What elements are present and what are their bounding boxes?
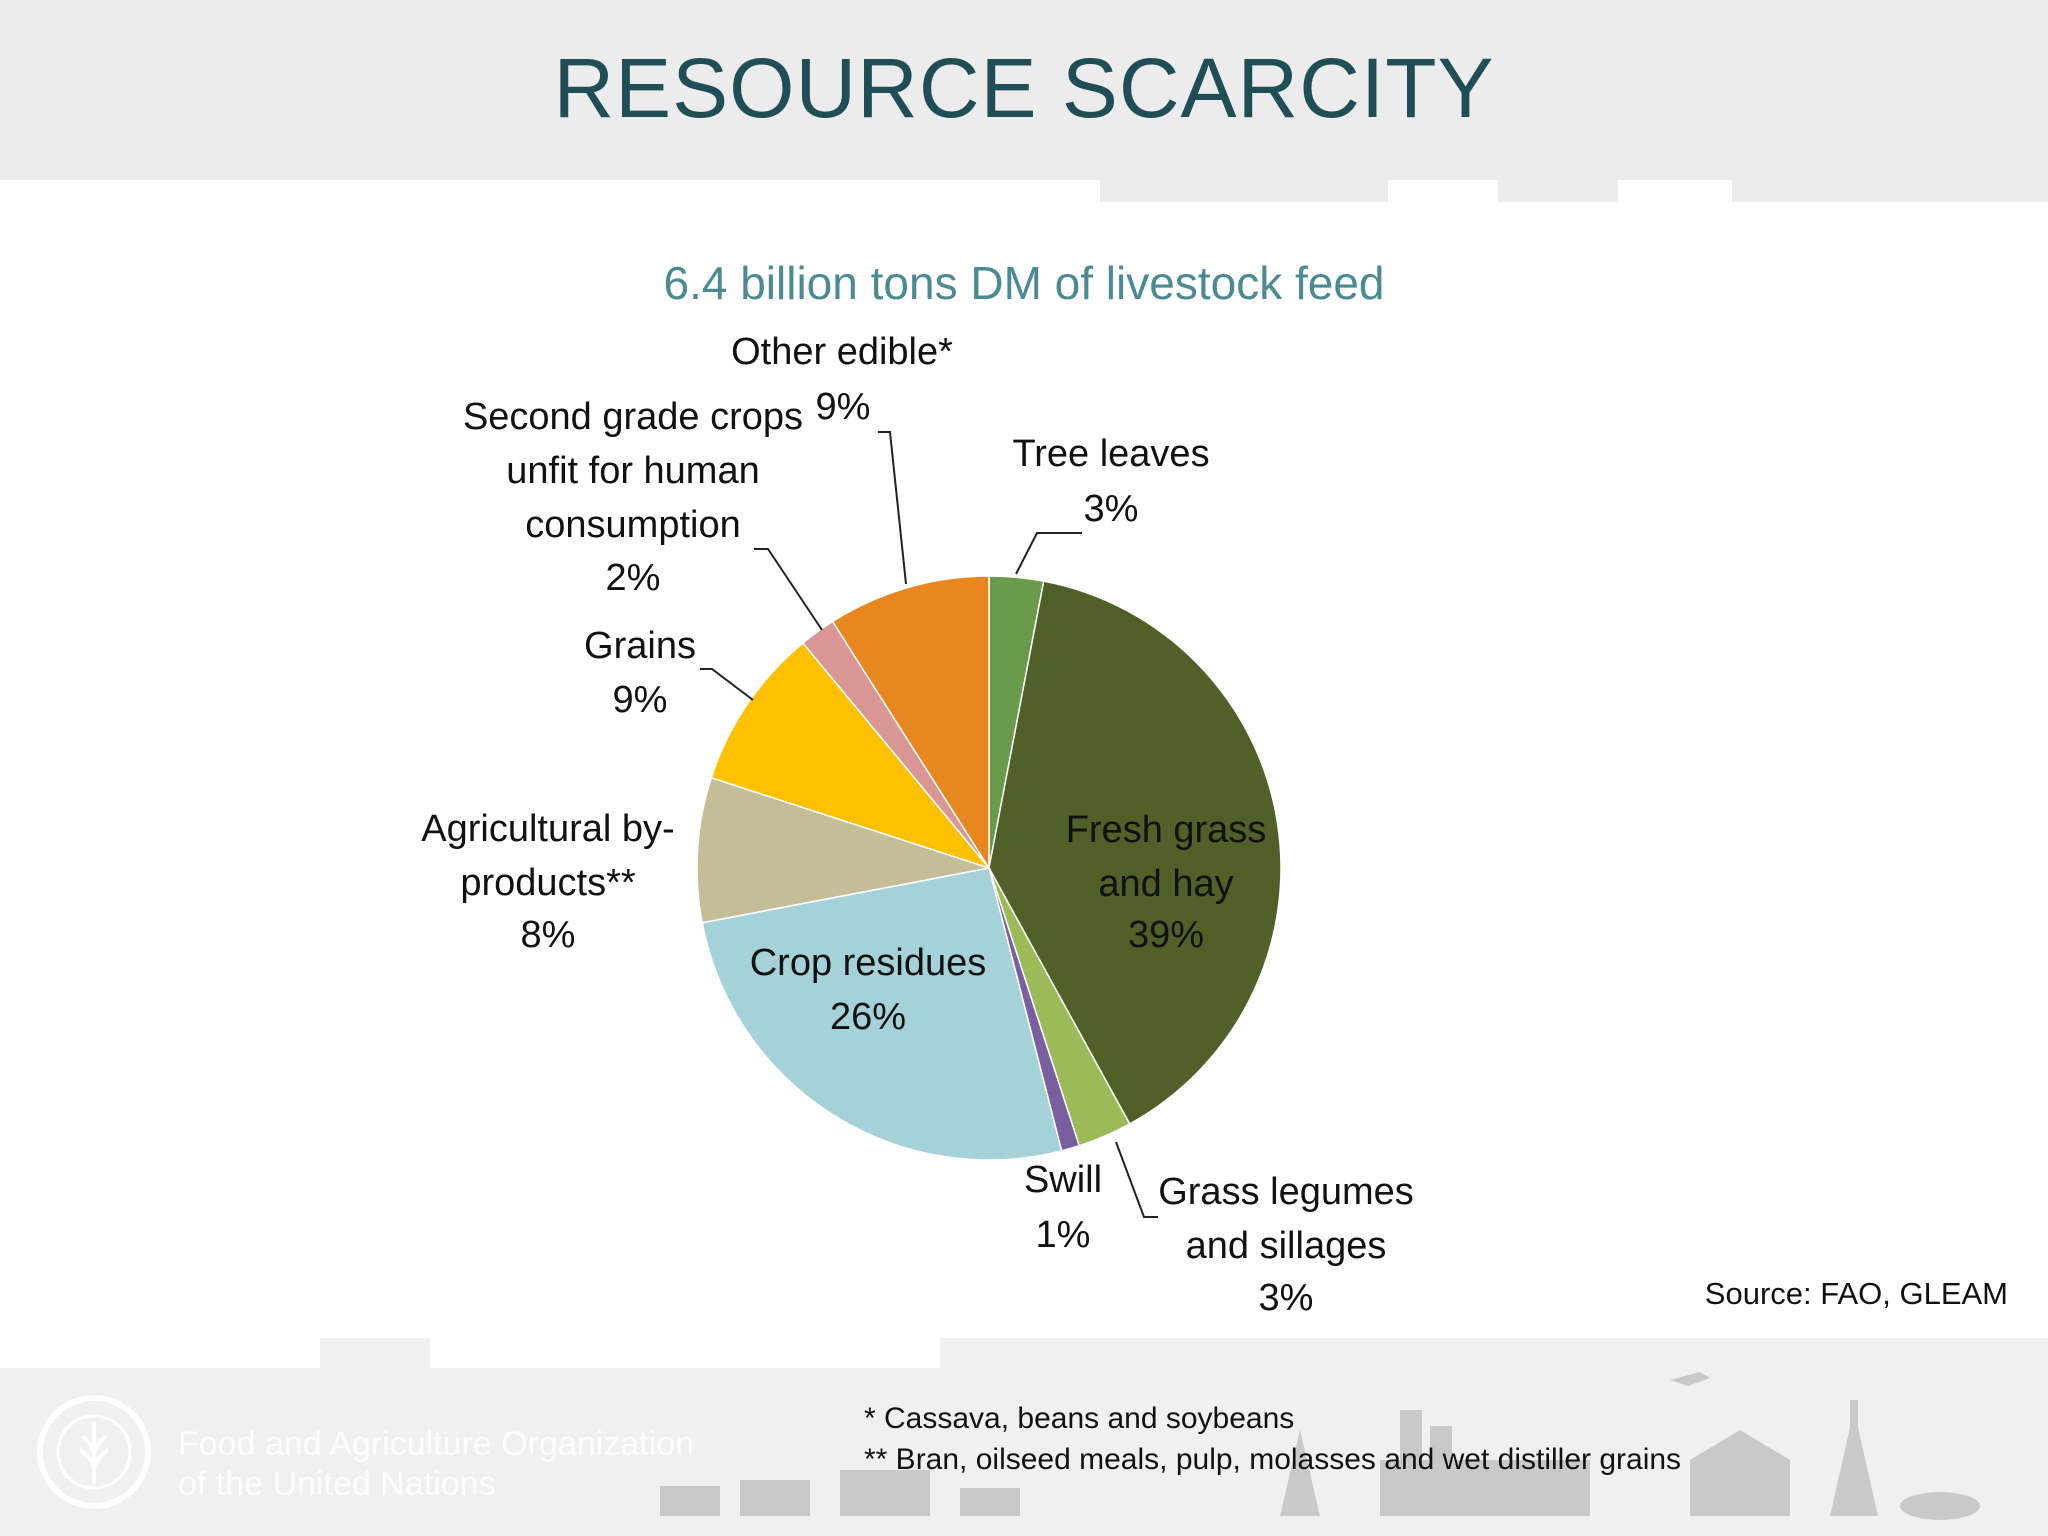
slice-value-second-grade-crops-unfit-for-human-consumption: 2% xyxy=(606,557,661,599)
pie-slice-other-edible xyxy=(831,575,990,871)
organization-line-1: Food and Agriculture Organization xyxy=(178,1425,694,1463)
slice-value-tree-leaves: 3% xyxy=(1084,488,1139,530)
header-notch xyxy=(0,180,1100,202)
slice-label-other-edible: Other edible* xyxy=(731,331,953,373)
organization-line-2: of the United Nations xyxy=(178,1465,496,1503)
slide-title: RESOURCE SCARCITY xyxy=(553,41,1495,135)
slice-value-fresh-grass-and-hay: 39% xyxy=(1128,914,1204,956)
organization-name: Food and Agriculture Organization of the… xyxy=(178,1424,694,1504)
slice-value-grass-legumes-and-sillages: 3% xyxy=(1259,1277,1314,1319)
pie-slices xyxy=(696,575,1282,1161)
slice-label-fresh-grass-and-hay: Fresh grass and hay xyxy=(1066,809,1267,905)
slice-label-grains: Grains xyxy=(584,625,696,667)
header-notch xyxy=(1388,180,1498,202)
slice-value-grains: 9% xyxy=(613,679,668,721)
skyline-illustration-icon xyxy=(660,1372,1980,1520)
slice-label-agricultural-by-products: Agricultural by-products** xyxy=(421,808,674,904)
slice-label-swill: Swill xyxy=(1024,1159,1102,1201)
footer-notch xyxy=(0,1338,320,1368)
slice-label-second-grade-crops-unfit-for-human-consumption: Second grade crops unfit for human consump… xyxy=(463,396,803,546)
pie-slice-crop-residues xyxy=(701,867,1063,1161)
slice-value-other-edible: 9% xyxy=(816,386,871,428)
leader-line-grains xyxy=(700,668,754,701)
slice-value-agricultural-by-products: 8% xyxy=(521,914,576,956)
source-note: Source: FAO, GLEAM xyxy=(1704,1276,2008,1311)
slice-label-crop-residues: Crop residues xyxy=(750,942,987,984)
pie-chart: Tree leaves 3% Fresh grass and hay 39% Grass … xyxy=(421,331,1413,1319)
leader-line-tree-leaves xyxy=(1015,532,1082,575)
footnote-2: ** Bran, oilseed meals, pulp, molasses a… xyxy=(864,1443,1682,1476)
footnotes: * Cassava, beans and soybeans ** Bran, o… xyxy=(864,1398,1681,1480)
slice-value-crop-residues: 26% xyxy=(830,996,906,1038)
header-notch xyxy=(1618,180,1732,202)
fao-logo-icon xyxy=(37,1395,151,1509)
footnote-1: * Cassava, beans and soybeans xyxy=(864,1402,1295,1435)
slice-value-swill: 1% xyxy=(1036,1214,1091,1256)
header-band xyxy=(0,0,2048,202)
leader-lines xyxy=(700,431,1158,1218)
slice-label-grass-legumes-and-sillages: Grass legumes and sillages xyxy=(1158,1171,1414,1267)
slice-labels: Tree leaves 3% Fresh grass and hay 39% Grass … xyxy=(421,331,1413,1319)
footer-notch xyxy=(430,1338,940,1368)
leader-line-other-edible xyxy=(878,431,907,585)
pie-slice-fresh-grass-and-hay xyxy=(988,580,1282,1125)
slice-label-tree-leaves: Tree leaves xyxy=(1012,433,1209,475)
chart-title: 6.4 billion tons DM of livestock feed xyxy=(663,257,1385,309)
leader-line-second-grade-crops-unfit-for-human-consumption xyxy=(754,548,823,631)
pie-slice-grains xyxy=(710,641,992,870)
leader-line-grass-legumes-and-sillages xyxy=(1115,1141,1158,1218)
pie-slice-agricultural-by-products xyxy=(696,776,990,924)
